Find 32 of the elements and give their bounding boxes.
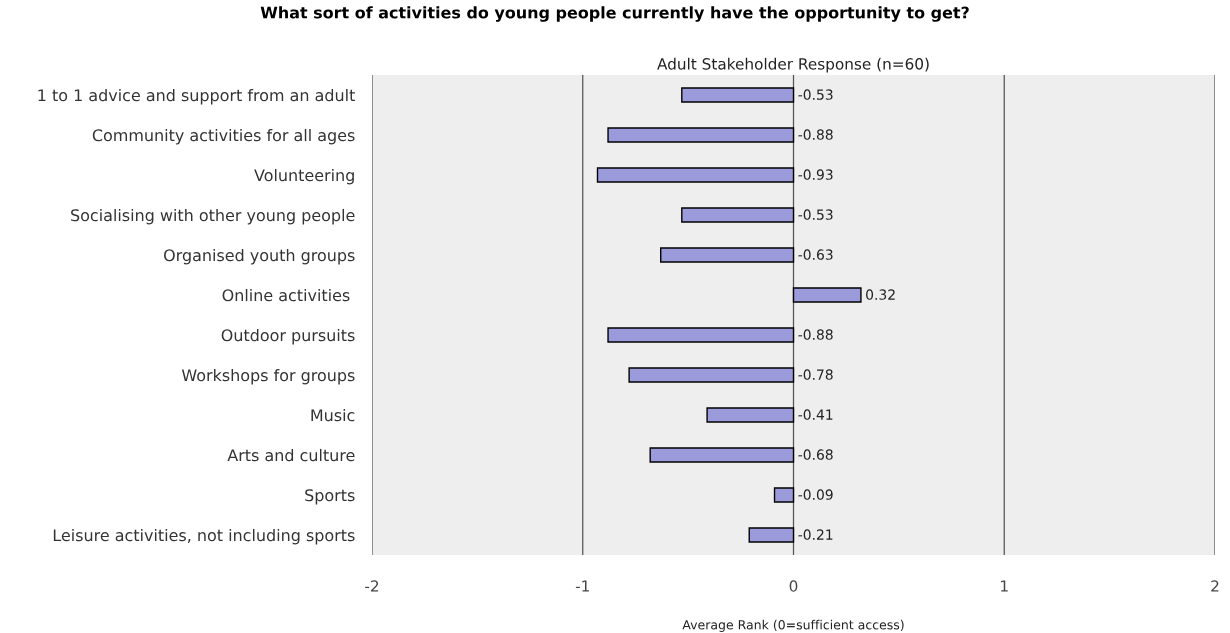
y-tick-label: Volunteering xyxy=(254,168,354,185)
chart-subtitle: Adult Stakeholder Response (n=60) xyxy=(657,57,929,73)
data-label: -0.09 xyxy=(798,489,833,500)
chart-title: What sort of activities do young people currently have the opportunity to get? xyxy=(260,6,969,22)
x-axis-title: Average Rank (0=sufficient access) xyxy=(682,619,904,632)
data-label: -0.21 xyxy=(798,529,833,540)
x-tick-label: 2 xyxy=(1211,580,1219,592)
data-label: 0.32 xyxy=(866,289,895,300)
data-label: -0.53 xyxy=(798,209,833,220)
y-tick-label: Arts and culture xyxy=(227,448,355,462)
y-tick-label: 1 to 1 advice and support from an adult xyxy=(38,88,355,105)
y-tick-label: Community activities for all ages xyxy=(92,128,355,145)
data-label: -0.53 xyxy=(798,89,833,100)
x-tick-label: -1 xyxy=(575,580,589,592)
y-tick-label: Online activities xyxy=(222,288,350,302)
data-label: -0.88 xyxy=(798,129,833,140)
y-tick-label: Music xyxy=(311,408,355,422)
data-label: -0.88 xyxy=(798,329,833,340)
data-label: -0.41 xyxy=(798,409,833,420)
y-tick-label: Leisure activities, not including sports xyxy=(53,528,355,545)
data-label: -0.78 xyxy=(798,369,833,380)
x-tick-label: 0 xyxy=(789,580,798,592)
x-tick-label: 1 xyxy=(1001,580,1008,592)
data-label: -0.93 xyxy=(798,169,833,180)
y-tick-label: Workshops for groups xyxy=(181,368,355,385)
data-label: -0.68 xyxy=(798,449,833,460)
y-tick-label: Socialising with other young people xyxy=(71,208,355,225)
y-tick-label: Sports xyxy=(305,489,355,505)
y-tick-label: Organised youth groups xyxy=(164,248,355,265)
y-tick-label: Outdoor pursuits xyxy=(221,328,355,345)
data-label: -0.63 xyxy=(798,249,833,260)
x-tick-label: -2 xyxy=(365,580,379,592)
